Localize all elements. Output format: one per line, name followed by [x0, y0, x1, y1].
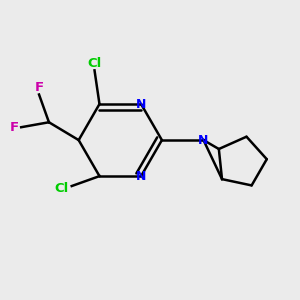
- Text: F: F: [34, 81, 43, 94]
- Text: N: N: [198, 134, 209, 147]
- Text: Cl: Cl: [87, 57, 102, 70]
- Text: N: N: [136, 98, 146, 111]
- Text: Cl: Cl: [55, 182, 69, 194]
- Text: N: N: [136, 169, 146, 183]
- Text: F: F: [10, 121, 19, 134]
